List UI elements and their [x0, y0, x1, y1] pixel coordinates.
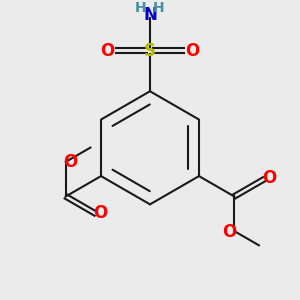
- Text: N: N: [143, 6, 157, 24]
- Text: H: H: [135, 1, 147, 15]
- Text: O: O: [100, 41, 115, 59]
- Text: H: H: [153, 1, 165, 15]
- Text: O: O: [64, 153, 78, 171]
- Text: O: O: [185, 41, 200, 59]
- Text: O: O: [94, 204, 108, 222]
- Text: O: O: [222, 223, 236, 241]
- Text: S: S: [144, 41, 156, 59]
- Text: O: O: [262, 169, 276, 187]
